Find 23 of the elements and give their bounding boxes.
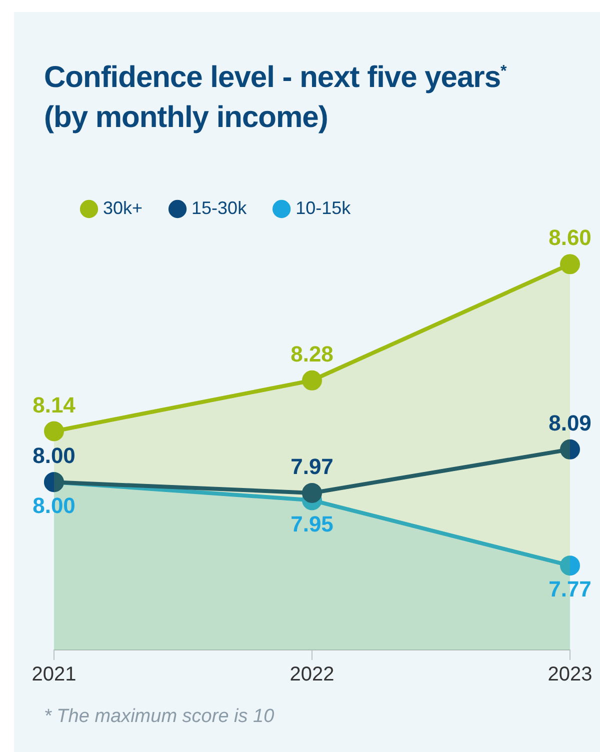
data-label: 8.60 bbox=[548, 225, 592, 250]
data-label: 8.14 bbox=[32, 392, 76, 418]
legend-label: 10-15k bbox=[296, 198, 352, 218]
x-tick-label: 2023 bbox=[548, 664, 592, 686]
data-label: 8.00 bbox=[32, 493, 76, 518]
point bbox=[302, 370, 322, 390]
x-tick-label: 2022 bbox=[290, 664, 334, 686]
x-tick-label: 2021 bbox=[32, 664, 76, 686]
point bbox=[560, 556, 580, 576]
point bbox=[302, 482, 322, 503]
data-label: 7.77 bbox=[548, 576, 592, 602]
chart-title: Confidence level - next five years$^{*}$ (by monthly income) bbox=[44, 61, 506, 134]
data-label: 7.95 bbox=[290, 511, 334, 536]
data-label: 8.09 bbox=[548, 410, 592, 436]
annotation: * The maximum score is 10 bbox=[44, 706, 274, 728]
data-label: 7.97 bbox=[290, 454, 334, 480]
data-label: 8.28 bbox=[290, 341, 334, 366]
point bbox=[560, 439, 580, 460]
legend-label: 30k+ bbox=[103, 198, 143, 218]
point bbox=[44, 421, 64, 442]
legend-label: 15-30k bbox=[192, 198, 248, 218]
point bbox=[560, 254, 580, 274]
data-label: 8.00 bbox=[32, 443, 76, 468]
